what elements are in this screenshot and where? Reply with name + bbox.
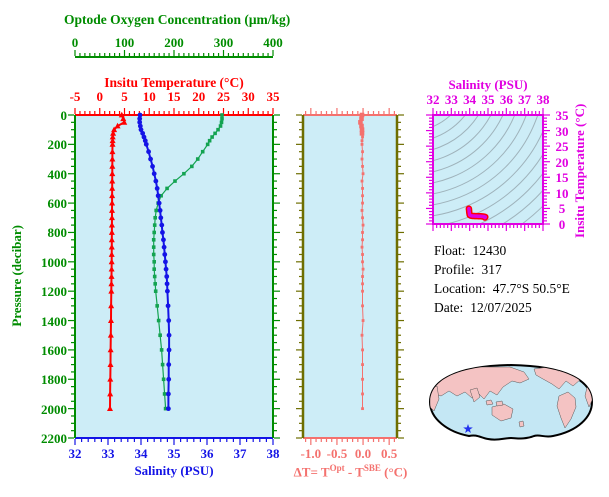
delta-t-title-suffix: (°C) [380,464,408,480]
delta-t-tick-label: -0.5 [326,446,348,461]
ts-salinity-tick-label: 37 [518,92,532,107]
delta-t-title-mid: - T [344,464,364,480]
temperature-tick-label: 15 [167,89,181,104]
main-profile-plot [68,108,280,445]
delta-t-title-sup-opt: Opt [329,463,345,473]
temperature-tick-label: 0 [96,89,104,104]
location-label: Location: [434,281,486,296]
oxygen-tick-label: 100 [114,35,135,50]
ts-salinity-tick-label: 34 [463,92,477,107]
delta-t-tick-label: 0.5 [381,446,398,461]
oxygen-tick-label: 200 [164,35,184,50]
salinity-curve [137,112,172,412]
pressure-tick-label: 0 [60,108,68,123]
salinity-tick-label: 36 [200,446,214,461]
oxygen-tick-label: 300 [213,35,234,50]
pressure-tick-label: 600 [47,196,68,212]
ts-temperature-tick-label: 20 [555,154,569,170]
delta-t-title-sup-sbe: SBE [363,463,381,473]
pressure-tick-label: 1000 [41,254,67,270]
delta-t-title-prefix: ΔT= T [293,464,330,480]
location-value: 47.7°S 50.5°E [492,281,570,296]
salinity-tick-label: 35 [167,446,181,461]
world-map [428,363,594,441]
date-value: 12/07/2025 [470,300,532,315]
float-id-line: Float: 12430 [434,243,570,259]
temperature-tick-label: 10 [142,89,156,104]
pressure-tick-label: 400 [47,166,68,182]
oxygen-top-axis [74,50,274,58]
salinity-tick-label: 34 [134,446,148,461]
ts-temperature-tick-label: 0 [558,217,566,232]
location-line: Location: 47.7°S 50.5°E [434,281,570,297]
temperature-tick-label: 25 [217,89,230,104]
oxygen-tick-label: 400 [263,35,283,50]
oxygen-axis-title: Optode Oxygen Concentration (μm/kg) [64,12,291,27]
ts-profile-trace [465,205,489,221]
ts-salinity-tick-label: 36 [499,92,513,107]
float-label: Float: [434,243,466,258]
ts-temperature-title: Insitu Temperature (°C) [572,103,588,238]
ts-temperature-tick-label: 35 [555,108,569,123]
ts-salinity-tick-label: 33 [444,92,458,107]
temperature-tick-label: 5 [121,89,128,104]
pressure-tick-label: 2000 [41,401,67,417]
oxygen-curve [151,113,224,411]
profile-value: 317 [481,262,502,277]
temperature-axis-title: Insitu Temperature (°C) [104,75,244,90]
date-line: Date: 12/07/2025 [434,300,570,316]
date-label: Date: [434,300,464,315]
salinity-axis-title: Salinity (PSU) [134,463,214,478]
temperature-tick-label: 20 [192,89,206,104]
pressure-axis-title: Pressure (decibar) [9,224,25,327]
temperature-tick-label: 35 [266,89,280,104]
pressure-tick-label: 200 [47,137,68,153]
pressure-tick-label: 800 [47,225,68,241]
ts-salinity-tick-label: 38 [536,92,550,107]
ts-temperature-tick-label: 25 [555,139,569,155]
pressure-tick-label: 1600 [41,342,67,358]
temperature-curve [106,111,128,412]
float-info-block: Float: 12430 Profile: 317 Location: 47.7°S … [434,243,570,319]
ts-salinity-title: Salinity (PSU) [448,77,528,92]
profile-label: Profile: [434,262,475,277]
salinity-tick-label: 37 [233,446,247,461]
salinity-tick-label: 38 [266,446,280,461]
delta-t-curve [358,112,365,411]
ts-temperature-tick-label: 5 [558,201,566,217]
delta-t-tick-label: 0.0 [354,446,372,461]
ts-temperature-tick-label: 15 [555,170,569,186]
salinity-tick-label: 33 [101,446,115,461]
delta-t-tick-label: -1.0 [300,446,322,461]
pressure-tick-label: 2200 [41,431,67,446]
pressure-tick-label: 1400 [41,313,67,329]
salinity-tick-label: 32 [68,446,82,461]
float-value: 12430 [472,243,507,258]
ts-salinity-tick-label: 32 [426,92,440,107]
pressure-tick-label: 1800 [41,372,67,388]
ts-salinity-tick-label: 35 [481,92,495,107]
temperature-tick-label: 30 [241,89,255,104]
pressure-tick-label: 1200 [41,284,67,300]
ts-diagram [426,108,550,231]
oxygen-tick-label: 0 [71,35,79,50]
ts-temperature-tick-label: 30 [555,123,569,139]
delta-t-plot [296,108,404,445]
float-location-star [463,424,473,433]
profile-line: Profile: 317 [434,262,570,278]
temperature-tick-label: -5 [69,89,81,104]
ts-temperature-tick-label: 10 [555,185,569,201]
delta-t-axis-title: ΔT= TOpt - TSBE (°C) [278,463,423,480]
